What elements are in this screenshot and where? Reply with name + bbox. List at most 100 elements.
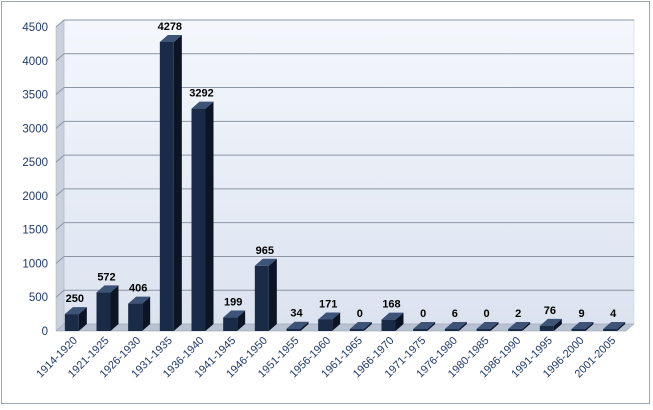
- gridline-side: [55, 256, 65, 264]
- data-label: 34: [290, 308, 303, 320]
- bar-side: [268, 258, 277, 331]
- y-tick-label: 500: [29, 292, 48, 304]
- bar-front: [349, 329, 364, 331]
- bar: [286, 321, 309, 331]
- y-tick-label: 4000: [22, 56, 48, 68]
- y-axis-tick-labels: 0 500 1000 1500 2000 2500 3000 3500 4000 4500: [22, 22, 48, 338]
- bar: [603, 322, 626, 331]
- data-label: 3292: [189, 88, 213, 100]
- bar-top: [508, 322, 531, 329]
- data-label: 199: [224, 297, 242, 309]
- bar-top: [476, 322, 499, 329]
- gridline-side: [55, 120, 65, 129]
- data-label: 9: [578, 308, 584, 320]
- bar-front: [381, 319, 396, 331]
- data-label: 171: [319, 298, 337, 310]
- bar-top: [96, 285, 119, 293]
- bar-front: [413, 329, 428, 331]
- data-labels: 250 572 406 4278 3292 199 965 34 171 0 168 0 6 0 2 76 9 4: [66, 21, 617, 320]
- bar-top: [223, 310, 246, 318]
- bar-side: [110, 285, 119, 331]
- bar-front: [508, 329, 523, 331]
- bar: [191, 101, 214, 331]
- data-label: 0: [357, 308, 363, 320]
- bar: [413, 322, 436, 331]
- data-label: 572: [97, 271, 115, 283]
- bar: [539, 318, 562, 331]
- bar-front: [223, 317, 238, 331]
- bar-side: [237, 310, 246, 331]
- back-wall: [63, 19, 635, 325]
- y-tick-label: 4500: [22, 22, 48, 34]
- bar-side: [142, 296, 151, 331]
- data-label: 6: [452, 308, 458, 320]
- y-tick-label: 3000: [22, 123, 48, 135]
- gridline-side: [55, 87, 65, 95]
- data-label: 4278: [158, 21, 182, 33]
- bar: [508, 322, 531, 331]
- gridline-side: [55, 19, 65, 28]
- bar: [444, 322, 467, 331]
- bar-top: [254, 258, 277, 266]
- bar-top: [413, 322, 436, 329]
- chart-back-wall: [55, 19, 635, 332]
- bar-front: [539, 325, 554, 331]
- bar-front: [254, 265, 269, 331]
- bar-front: [286, 328, 301, 331]
- bar-side: [585, 322, 594, 331]
- gridline-side: [55, 222, 65, 231]
- data-label: 4: [610, 308, 617, 320]
- gridline-side: [55, 188, 65, 197]
- bar-front: [64, 314, 79, 331]
- bar-top: [286, 321, 309, 329]
- bar: [64, 307, 87, 331]
- gridline-side: [55, 154, 65, 163]
- bar-side: [205, 101, 214, 331]
- bar-side: [300, 321, 309, 331]
- data-label: 406: [129, 283, 147, 295]
- bar-top: [191, 101, 214, 109]
- bar-front: [318, 319, 333, 331]
- bar-top: [539, 318, 562, 326]
- data-label: 0: [420, 308, 426, 320]
- bar-side: [522, 322, 531, 331]
- data-label: 168: [382, 299, 400, 311]
- bar-top: [444, 322, 467, 329]
- y-tick-label: 2000: [22, 191, 48, 203]
- bar-side: [78, 307, 87, 331]
- bar-front: [444, 329, 459, 331]
- bar-front: [159, 41, 174, 331]
- y-tick-label: 1000: [22, 258, 48, 270]
- bar-side: [363, 322, 372, 331]
- bar-side: [458, 322, 467, 331]
- bar-side: [332, 312, 341, 331]
- bar-top: [318, 312, 341, 320]
- bar-front: [128, 303, 143, 331]
- y-tick-label: 3500: [22, 90, 48, 102]
- bar-front: [603, 329, 618, 331]
- bar-front: [191, 108, 206, 331]
- gridlines: [55, 19, 634, 298]
- data-label: 250: [66, 293, 84, 305]
- chart-frame: 0 500 1000 1500 2000 2500 3000 3500 4000 4500 250…: [1, 1, 650, 404]
- bar-top: [571, 322, 594, 329]
- bar: [128, 296, 151, 331]
- bar-series: [64, 34, 626, 331]
- bar-front: [571, 329, 586, 331]
- bar-side: [173, 34, 182, 331]
- data-label: 76: [544, 305, 556, 317]
- data-label: 2: [515, 308, 521, 320]
- bar-front: [96, 292, 111, 331]
- bar-side: [395, 312, 404, 331]
- bar-top: [603, 322, 626, 329]
- bar: [349, 322, 372, 331]
- y-tick-label: 2500: [22, 157, 48, 169]
- side-wall: [55, 19, 65, 332]
- bar: [96, 285, 119, 331]
- bar-front: [476, 329, 491, 331]
- y-tick-label: 0: [42, 326, 48, 338]
- bar: [254, 258, 277, 331]
- bar: [159, 34, 182, 331]
- bar-top: [128, 296, 151, 304]
